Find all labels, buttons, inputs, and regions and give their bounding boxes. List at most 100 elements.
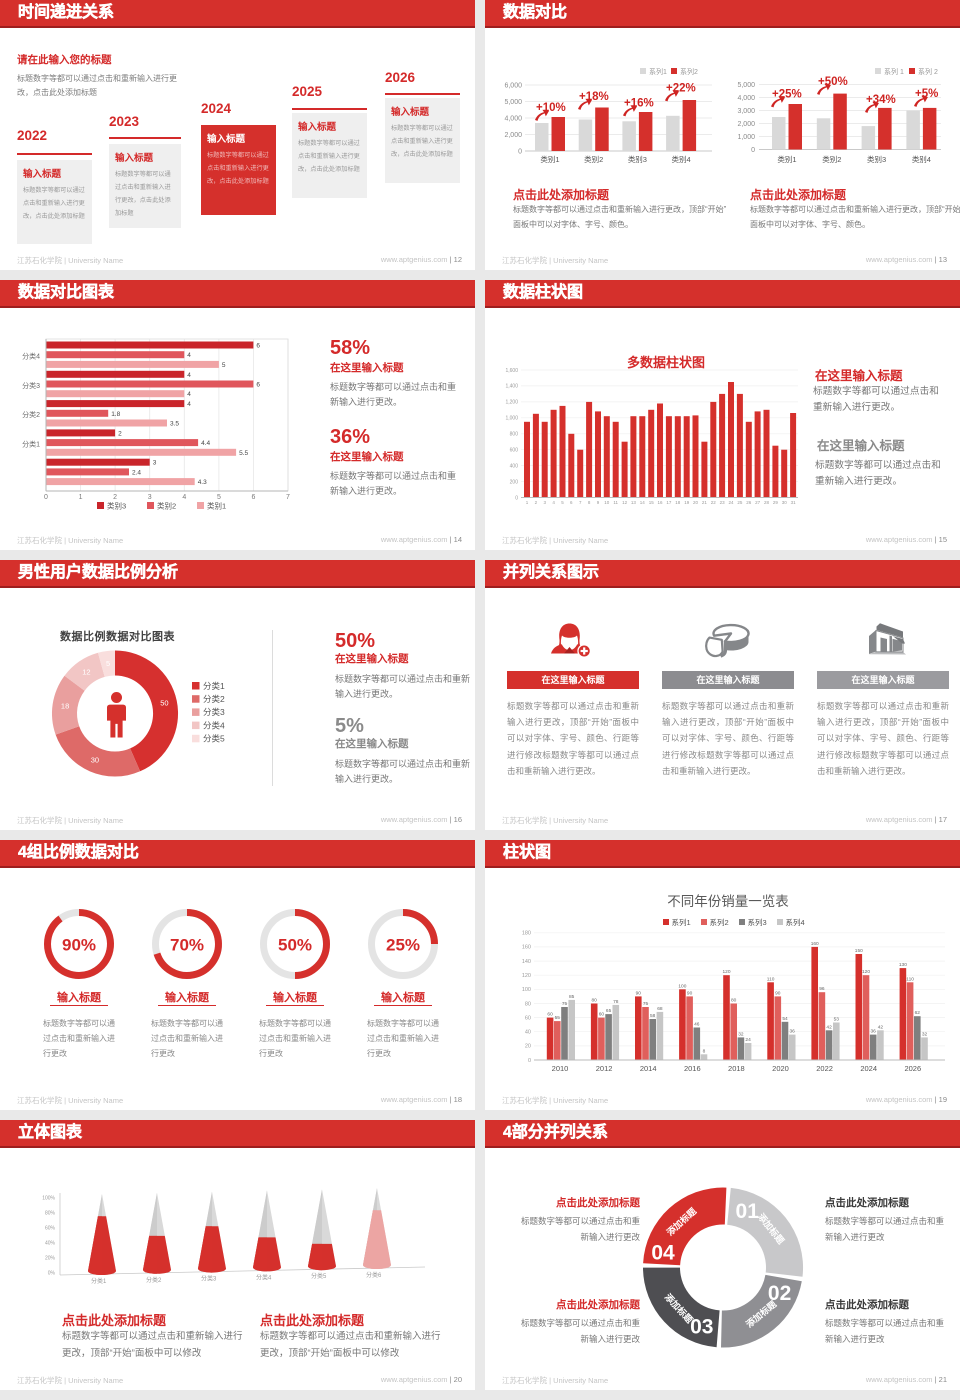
svg-text:02: 02 [768, 1282, 791, 1305]
svg-text:分类4: 分类4 [22, 352, 40, 361]
svg-text:120: 120 [722, 969, 730, 975]
svg-text:100%: 100% [42, 1195, 55, 1201]
svg-text:4.3: 4.3 [198, 479, 207, 486]
svg-text:7: 7 [286, 494, 290, 501]
svg-text:16: 16 [657, 500, 663, 505]
svg-text:类别3: 类别3 [107, 501, 126, 511]
svg-text:系列3: 系列3 [748, 917, 767, 927]
svg-text:1,000: 1,000 [737, 134, 755, 141]
svg-text:+25%: +25% [772, 89, 802, 101]
svg-text:+22%: +22% [666, 83, 696, 95]
svg-text:12: 12 [82, 667, 90, 676]
svg-text:90%: 90% [62, 936, 96, 955]
svg-text:4,000: 4,000 [504, 116, 522, 123]
svg-text:10: 10 [604, 500, 610, 505]
svg-text:2: 2 [118, 430, 122, 437]
svg-text:2026: 2026 [904, 1064, 921, 1073]
svg-text:2010: 2010 [552, 1064, 569, 1073]
svg-text:6: 6 [256, 382, 260, 389]
svg-text:2,000: 2,000 [737, 121, 755, 128]
svg-text:19: 19 [684, 500, 690, 505]
svg-text:85: 85 [569, 994, 575, 1000]
svg-text:分类3: 分类3 [22, 381, 40, 390]
svg-text:60: 60 [525, 1015, 531, 1021]
svg-text:13: 13 [631, 500, 637, 505]
svg-text:5: 5 [222, 362, 226, 369]
svg-text:2: 2 [535, 500, 538, 505]
svg-text:1: 1 [526, 500, 529, 505]
svg-text:40: 40 [525, 1030, 531, 1036]
svg-text:600: 600 [510, 448, 519, 454]
svg-text:70%: 70% [170, 936, 204, 955]
svg-text:0: 0 [528, 1058, 531, 1064]
svg-text:90: 90 [775, 990, 781, 996]
svg-text:100: 100 [678, 983, 686, 989]
svg-text:140: 140 [522, 959, 531, 965]
svg-text:31: 31 [791, 500, 797, 505]
svg-text:系列 1: 系列 1 [884, 67, 904, 76]
svg-text:3,000: 3,000 [737, 108, 755, 115]
svg-text:系列2: 系列2 [710, 917, 729, 927]
svg-text:+10%: +10% [536, 102, 566, 114]
svg-text:42: 42 [826, 1024, 832, 1030]
svg-text:5.5: 5.5 [239, 450, 248, 457]
svg-text:分类6: 分类6 [366, 1271, 382, 1279]
svg-text:4.4: 4.4 [201, 440, 210, 447]
svg-text:68: 68 [657, 1006, 663, 1012]
svg-text:50%: 50% [278, 936, 312, 955]
svg-text:0: 0 [44, 494, 48, 501]
svg-text:120: 120 [862, 969, 870, 975]
svg-text:03: 03 [690, 1315, 713, 1338]
svg-text:1,200: 1,200 [505, 400, 518, 406]
svg-text:17: 17 [666, 500, 672, 505]
svg-text:0: 0 [515, 495, 518, 501]
svg-text:类别2: 类别2 [157, 501, 176, 511]
svg-text:54: 54 [782, 1016, 788, 1022]
svg-text:15: 15 [649, 500, 655, 505]
svg-text:78: 78 [613, 999, 619, 1005]
svg-text:18: 18 [61, 701, 69, 710]
svg-text:4,000: 4,000 [737, 95, 755, 102]
svg-text:类别3: 类别3 [867, 154, 886, 164]
svg-text:类别1: 类别1 [540, 154, 559, 164]
svg-text:60: 60 [599, 1012, 605, 1018]
svg-text:25%: 25% [386, 936, 420, 955]
svg-text:20: 20 [693, 500, 699, 505]
svg-text:2.4: 2.4 [132, 469, 141, 476]
svg-text:28: 28 [764, 500, 770, 505]
svg-text:1,600: 1,600 [505, 368, 518, 374]
svg-text:5: 5 [561, 500, 564, 505]
svg-text:类别2: 类别2 [584, 154, 603, 164]
svg-text:系列1: 系列1 [649, 67, 667, 76]
svg-text:6: 6 [570, 500, 573, 505]
svg-text:9: 9 [597, 500, 600, 505]
svg-text:5: 5 [106, 659, 110, 668]
svg-text:分类1: 分类1 [91, 1277, 107, 1285]
svg-text:130: 130 [899, 962, 907, 968]
svg-text:1,400: 1,400 [505, 384, 518, 390]
svg-text:2014: 2014 [640, 1064, 657, 1073]
svg-text:18: 18 [675, 500, 681, 505]
svg-text:11: 11 [613, 500, 618, 505]
svg-text:类别1: 类别1 [207, 501, 226, 511]
svg-text:400: 400 [510, 463, 519, 469]
svg-text:0: 0 [751, 147, 755, 154]
svg-text:27: 27 [755, 500, 761, 505]
svg-text:14: 14 [640, 500, 646, 505]
svg-text:5,000: 5,000 [504, 99, 522, 106]
svg-text:2020: 2020 [772, 1064, 789, 1073]
svg-text:04: 04 [651, 1242, 675, 1265]
svg-text:75: 75 [562, 1001, 568, 1007]
svg-text:80: 80 [731, 998, 737, 1004]
svg-text:58: 58 [650, 1013, 656, 1019]
svg-text:系列4: 系列4 [786, 917, 805, 927]
svg-text:类别4: 类别4 [912, 154, 931, 164]
svg-text:40%: 40% [45, 1240, 56, 1246]
svg-text:120: 120 [522, 973, 531, 979]
svg-text:2018: 2018 [728, 1064, 745, 1073]
svg-text:160: 160 [811, 941, 819, 947]
svg-text:30: 30 [91, 755, 99, 764]
svg-text:分类2: 分类2 [203, 694, 225, 704]
svg-text:110: 110 [906, 976, 914, 982]
svg-text:53: 53 [834, 1017, 840, 1023]
